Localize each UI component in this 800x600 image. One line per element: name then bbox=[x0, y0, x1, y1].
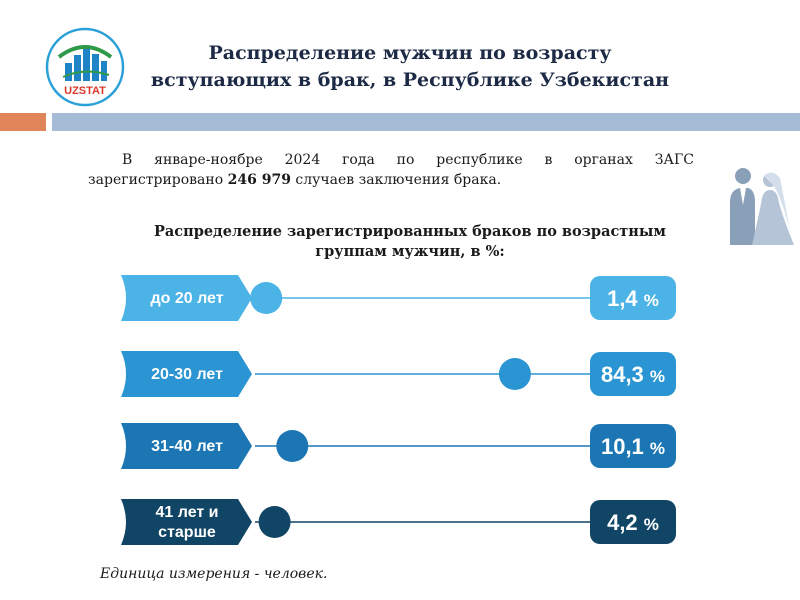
value-label: 1,4 % bbox=[607, 286, 659, 311]
chart-subtitle: Распределение зарегистрированных браков … bbox=[140, 222, 680, 262]
value-badge bbox=[590, 276, 676, 320]
value-label: 10,1 % bbox=[601, 434, 665, 459]
title-line-2: вступающих в брак, в Республике Узбекист… bbox=[150, 69, 670, 91]
intro-number: 246 979 bbox=[227, 172, 291, 188]
category-tag bbox=[121, 423, 252, 469]
intro-paragraph: В январе-ноябре 2024 года по республике … bbox=[88, 150, 694, 190]
uzstat-logo: UZSTAT bbox=[45, 27, 125, 107]
category-label: 41 лет и bbox=[156, 504, 219, 521]
category-tag bbox=[121, 499, 252, 545]
value-label: 4,2 % bbox=[607, 510, 659, 535]
intro-text-1: В январе-ноябре 2024 года по республике … bbox=[88, 152, 694, 188]
value-marker bbox=[250, 282, 283, 314]
page-title: Распределение мужчин по возрасту вступаю… bbox=[130, 40, 690, 94]
value-badge bbox=[590, 500, 676, 544]
intro-text-2: случаев заключения брака. bbox=[295, 172, 502, 188]
subtitle-line-2: группам мужчин, в %: bbox=[315, 243, 505, 260]
wedding-couple-icon bbox=[730, 168, 794, 245]
category-label: до 20 лет bbox=[150, 290, 223, 307]
unit-note: Единица измерения - человек. bbox=[100, 566, 328, 582]
value-badge bbox=[590, 352, 676, 396]
value-badge bbox=[590, 424, 676, 468]
orange-accent-bar bbox=[0, 113, 46, 131]
subtitle-line-1: Распределение зарегистрированных браков … bbox=[153, 223, 667, 240]
value-marker bbox=[276, 430, 309, 462]
value-marker bbox=[498, 358, 531, 390]
title-line-1: Распределение мужчин по возрасту bbox=[208, 42, 612, 64]
value-marker bbox=[258, 506, 291, 538]
category-label: 31-40 лет bbox=[151, 438, 223, 455]
category-label: 20-30 лет bbox=[151, 366, 223, 383]
value-label: 84,3 % bbox=[601, 362, 665, 387]
category-tag bbox=[121, 275, 252, 321]
blue-header-bar bbox=[52, 113, 800, 131]
category-tag bbox=[121, 351, 252, 397]
logo-text: UZSTAT bbox=[64, 85, 106, 97]
category-label: старше bbox=[158, 524, 216, 541]
